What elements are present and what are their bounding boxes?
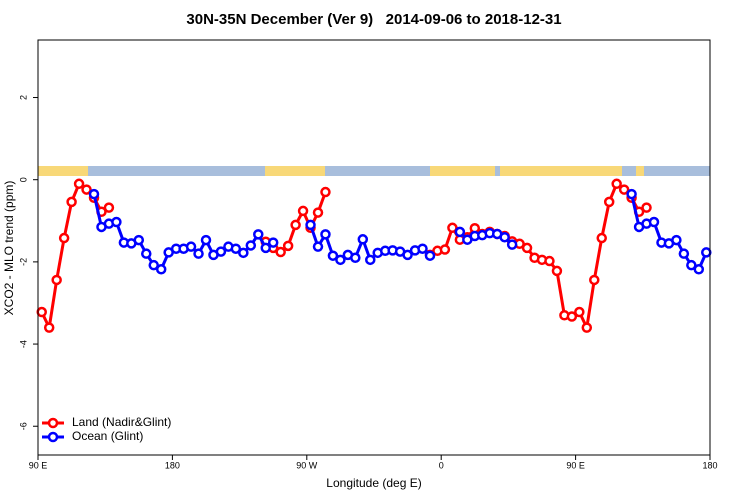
land-strip bbox=[500, 166, 622, 176]
data-point bbox=[275, 246, 286, 258]
data-point bbox=[596, 232, 607, 244]
x-tick-label: 0 bbox=[439, 460, 444, 470]
data-point bbox=[327, 250, 339, 261]
data-point bbox=[36, 306, 47, 318]
data-point bbox=[43, 322, 55, 333]
data-point bbox=[58, 232, 70, 244]
data-point bbox=[312, 241, 324, 252]
data-point bbox=[603, 196, 615, 208]
data-point bbox=[312, 207, 324, 218]
series bbox=[88, 188, 712, 275]
data-point bbox=[245, 240, 257, 251]
plot-frame bbox=[37, 39, 711, 456]
data-point bbox=[335, 254, 346, 266]
data-point bbox=[81, 184, 92, 195]
x-tick-label: 90 W bbox=[296, 460, 318, 470]
data-point bbox=[678, 248, 690, 259]
data-point bbox=[447, 222, 458, 234]
data-point bbox=[581, 322, 593, 333]
data-point bbox=[454, 226, 466, 238]
data-point bbox=[611, 178, 622, 190]
data-point bbox=[103, 202, 115, 213]
y-tick-label: -2 bbox=[18, 258, 28, 266]
y-tick-label: 2 bbox=[18, 95, 28, 100]
data-point bbox=[193, 248, 204, 259]
data-point bbox=[238, 247, 249, 259]
data-point bbox=[350, 252, 361, 264]
data-point bbox=[417, 243, 428, 254]
data-point bbox=[357, 234, 369, 245]
data-point bbox=[574, 306, 585, 318]
data-point bbox=[88, 188, 100, 200]
data-point bbox=[648, 216, 660, 228]
x-tick-label: 180 bbox=[702, 460, 717, 470]
x-axis-label: Longitude (deg E) bbox=[326, 476, 421, 490]
data-point bbox=[641, 202, 652, 213]
data-point bbox=[424, 250, 436, 261]
data-point bbox=[185, 241, 197, 252]
data-point bbox=[439, 244, 451, 255]
data-point bbox=[499, 231, 510, 243]
data-point bbox=[66, 196, 77, 208]
y-axis-label: XCO2 - MLO trend (ppm) bbox=[2, 181, 16, 316]
legend-label: Land (Nadir&Glint) bbox=[72, 415, 171, 429]
data-point bbox=[506, 239, 518, 250]
data-point bbox=[230, 243, 242, 254]
legend-marker bbox=[47, 431, 59, 443]
data-point bbox=[253, 229, 264, 240]
data-point bbox=[566, 311, 578, 322]
data-point bbox=[133, 234, 145, 246]
legend-marker bbox=[47, 417, 59, 429]
data-point bbox=[282, 240, 294, 252]
land-strip bbox=[430, 166, 495, 176]
ocean-strip bbox=[38, 166, 710, 176]
data-point bbox=[111, 216, 122, 228]
data-point bbox=[51, 274, 62, 286]
x-tick-label: 90 E bbox=[566, 460, 585, 470]
data-point bbox=[148, 259, 159, 271]
land-ocean-strip bbox=[38, 166, 710, 176]
data-point bbox=[626, 188, 637, 200]
data-point bbox=[141, 248, 152, 259]
data-point bbox=[290, 219, 301, 231]
y-tick-label: -4 bbox=[18, 340, 28, 348]
data-point bbox=[200, 234, 212, 246]
data-point bbox=[544, 255, 555, 267]
land-strip bbox=[38, 166, 88, 176]
chart-title: 30N-35N December (Ver 9) 2014-09-06 to 2… bbox=[186, 11, 561, 28]
land-strip bbox=[636, 166, 644, 176]
data-point bbox=[73, 178, 85, 190]
y-tick-label: -6 bbox=[18, 422, 28, 430]
data-point bbox=[297, 205, 309, 217]
x-tick-label: 180 bbox=[165, 460, 180, 470]
data-point bbox=[671, 234, 682, 246]
data-point bbox=[320, 229, 331, 240]
data-point bbox=[320, 186, 331, 198]
data-point bbox=[686, 259, 697, 271]
data-point bbox=[693, 264, 705, 275]
data-point bbox=[402, 249, 413, 261]
data-point bbox=[260, 242, 271, 254]
data-point bbox=[551, 265, 563, 277]
x-tick-label: 90 E bbox=[29, 460, 48, 470]
data-point bbox=[305, 219, 316, 231]
data-point bbox=[701, 247, 712, 258]
data-point bbox=[618, 184, 630, 195]
data-point bbox=[589, 274, 600, 286]
data-point bbox=[215, 246, 227, 257]
data-point bbox=[365, 254, 376, 266]
land-strip bbox=[265, 166, 325, 176]
legend-label: Ocean (Glint) bbox=[72, 429, 143, 443]
series-line bbox=[92, 193, 275, 272]
data-point bbox=[521, 242, 533, 254]
data-point bbox=[155, 264, 167, 275]
y-tick-label: 0 bbox=[18, 177, 28, 182]
plot-area bbox=[36, 178, 712, 333]
data-point bbox=[267, 237, 279, 248]
